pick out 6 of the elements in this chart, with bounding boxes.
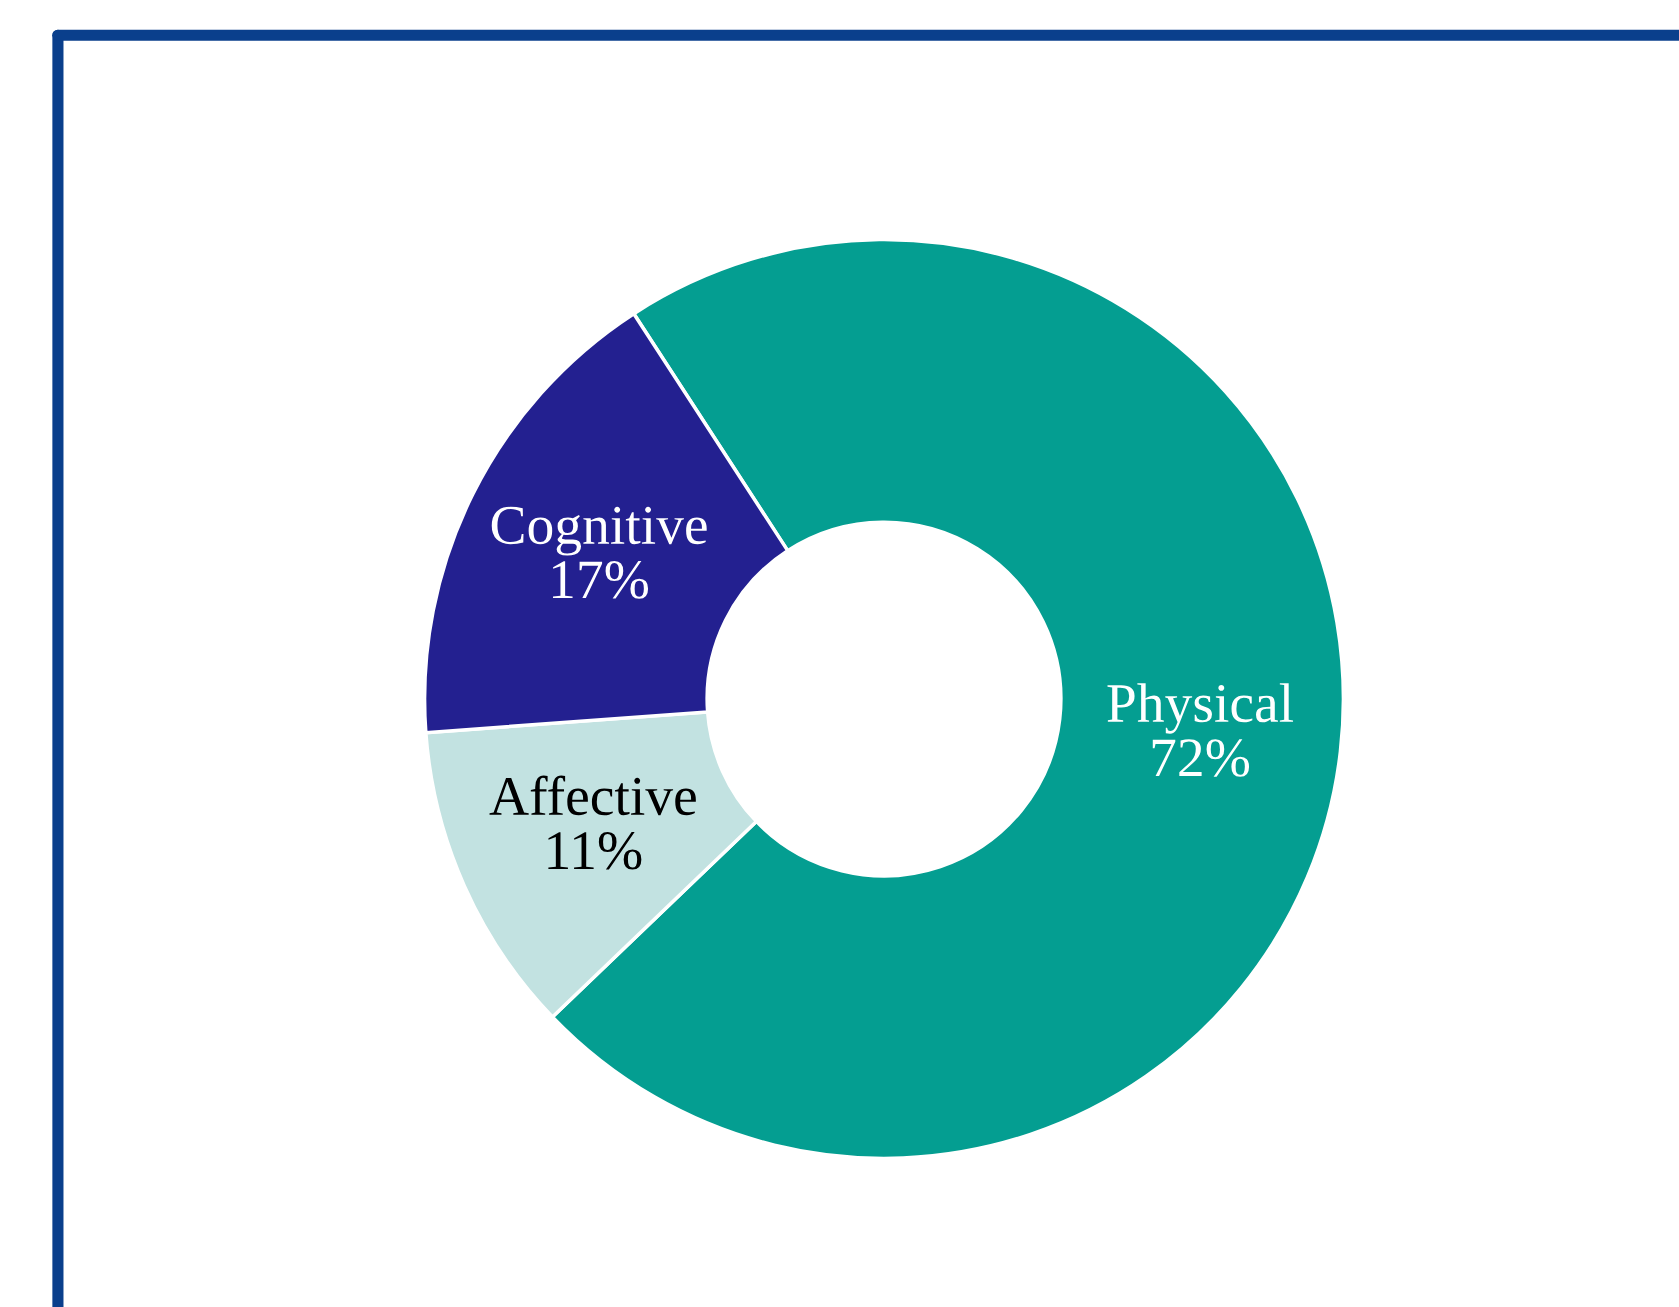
data-label: 11% [548, 831, 642, 870]
slice-label: Physical [1107, 683, 1294, 734]
slice-label: Cognitive [491, 506, 707, 556]
data-label: 17% [553, 561, 649, 599]
data-label: 72% [1152, 739, 1250, 777]
slice-label: Affective [489, 775, 696, 816]
